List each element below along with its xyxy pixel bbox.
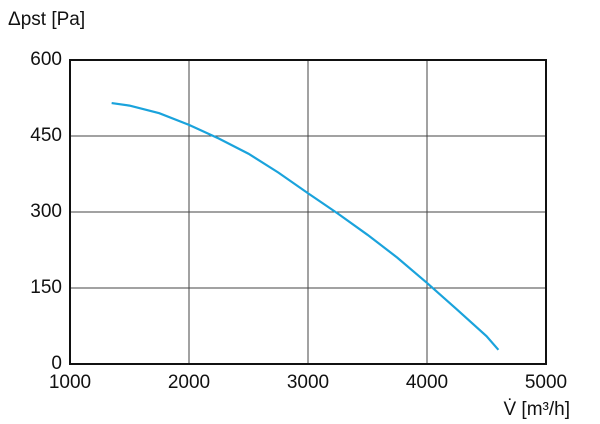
curve — [111, 101, 500, 351]
x-tick-label: 2000 — [168, 372, 210, 393]
y-tick-label: 600 — [30, 49, 62, 70]
plot-frame — [69, 59, 547, 365]
y-tick-label: 300 — [30, 201, 62, 222]
y-tick-label: 450 — [30, 125, 62, 146]
x-tick-label: 3000 — [287, 372, 329, 393]
y-tick-label: 150 — [30, 277, 62, 298]
y-axis-title: Δpst [Pa] — [8, 9, 85, 30]
x-tick-label: 5000 — [525, 372, 567, 393]
x-tick-label: 4000 — [406, 372, 448, 393]
x-axis-title: V̇ [m³/h] — [503, 399, 570, 420]
y-tick-label: 0 — [51, 353, 62, 374]
x-tick-label: 1000 — [49, 372, 91, 393]
